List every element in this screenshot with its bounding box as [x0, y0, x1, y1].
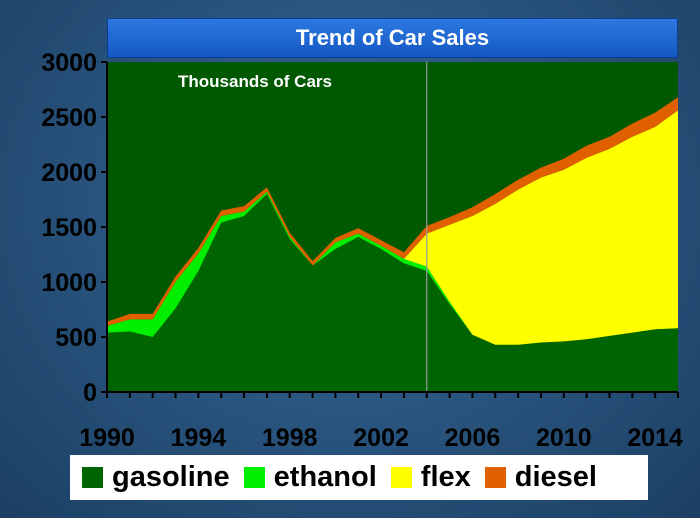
legend: gasoline ethanol flex diesel: [70, 455, 648, 500]
legend-item-ethanol: ethanol: [243, 461, 377, 494]
y-tick-label: 3000: [41, 49, 97, 77]
legend-swatch-flex: [390, 467, 412, 488]
legend-swatch-ethanol: [243, 467, 265, 488]
legend-item-flex: flex: [390, 461, 471, 494]
legend-item-gasoline: gasoline: [82, 461, 230, 494]
chart-subtitle: Thousands of Cars: [178, 72, 332, 91]
legend-swatch-gasoline: [82, 467, 103, 488]
legend-label-diesel: diesel: [514, 461, 597, 493]
chart-title: Trend of Car Sales: [295, 25, 490, 50]
y-tick-label: 1000: [41, 269, 97, 297]
legend-item-diesel: diesel: [484, 461, 597, 494]
x-tick-label: 1990: [79, 424, 135, 452]
y-tick-label: 500: [55, 324, 97, 352]
y-tick-label: 2500: [41, 104, 97, 132]
y-tick-label: 0: [83, 379, 97, 407]
legend-label-gasoline: gasoline: [112, 461, 230, 493]
y-tick-label: 2000: [41, 159, 97, 187]
chart-title-box: Trend of Car Sales: [107, 18, 678, 58]
y-tick-label: 1500: [41, 214, 97, 242]
x-tick-label: 2006: [445, 424, 501, 452]
legend-label-flex: flex: [420, 461, 471, 493]
legend-label-ethanol: ethanol: [273, 461, 377, 493]
legend-swatch-diesel: [484, 467, 506, 488]
x-tick-label: 2014: [627, 424, 683, 452]
x-tick-label: 1994: [171, 424, 227, 452]
x-tick-label: 2002: [353, 424, 409, 452]
x-tick-label: 1998: [262, 424, 318, 452]
x-tick-label: 2010: [536, 424, 592, 452]
area-flex: [107, 110, 678, 345]
area-diesel: [107, 97, 678, 326]
area-gasoline: [107, 194, 678, 392]
